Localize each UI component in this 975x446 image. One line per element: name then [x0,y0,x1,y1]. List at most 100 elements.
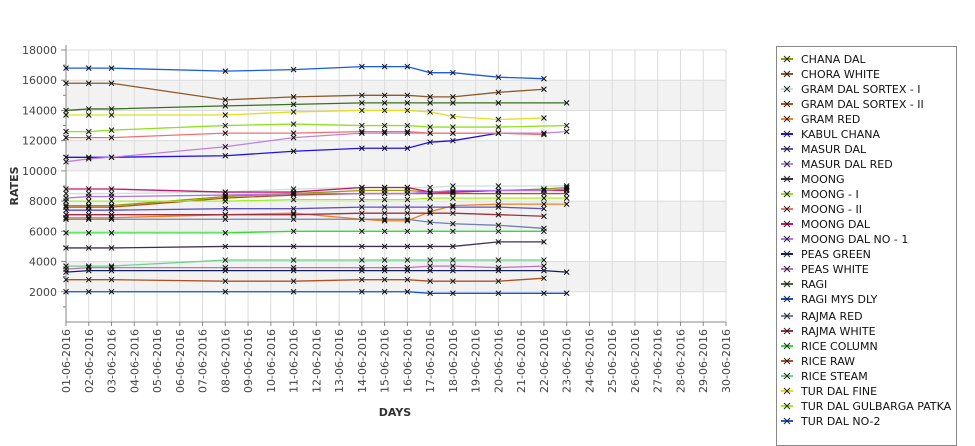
x-marker [359,92,365,99]
data-point [450,220,456,227]
data-point [85,80,92,87]
legend-item[interactable]: MASUR DAL RED [781,157,893,171]
legend-label: RAJMA RED [801,309,863,323]
legend-item[interactable]: RAGI [781,277,827,291]
x-marker [427,109,433,115]
x-marker [359,100,365,106]
x-marker [222,97,229,103]
data-point [495,89,502,96]
x-marker [563,128,570,135]
x-tick-label: 16-06-2016 [401,329,414,393]
x-marker [450,113,456,120]
legend-item[interactable]: MOONG - II [781,202,862,216]
x-marker [450,267,456,274]
legend-item[interactable]: RAGI MYS DLY [781,292,877,306]
x-marker [85,128,92,135]
legend-item[interactable]: MOONG DAL [781,217,870,231]
legend-item[interactable]: TUR DAL GULBARGA PATKA [781,399,951,413]
x-marker [381,276,388,283]
legend-item[interactable]: RAJMA WHITE [781,324,876,338]
data-point [404,145,411,152]
legend-item[interactable]: KABUL CHANA [781,127,880,141]
data-point [450,124,456,130]
x-marker [359,107,365,114]
x-marker [381,228,388,235]
legend-label: MASUR DAL RED [801,157,893,171]
legend-item[interactable]: MOONG DAL NO - 1 [781,232,908,246]
x-marker [290,190,297,197]
x-tick-label: 10-06-2016 [265,329,278,393]
x-marker [222,264,229,271]
x-marker [427,228,433,235]
data-point [450,189,456,195]
x-marker [450,183,456,189]
legend-item[interactable]: CHORA WHITE [781,67,880,81]
legend-item[interactable]: RICE STEAM [781,369,868,383]
x-marker [290,228,297,235]
data-point [404,196,411,203]
x-marker [63,216,69,223]
legend-item[interactable]: TUR DAL NO-2 [781,414,881,428]
x-marker [85,65,92,71]
x-marker [63,134,69,141]
x-marker [404,217,411,224]
legend-label: MASUR DAL [801,142,867,156]
x-tick-label: 05-06-2016 [151,329,164,393]
legend-item[interactable]: PEAS WHITE [781,262,869,276]
x-marker [404,107,411,114]
data-point [450,69,456,76]
legend-item[interactable]: PEAS GREEN [781,247,871,261]
x-marker [222,257,229,263]
legend-item[interactable]: RICE COLUMN [781,339,878,353]
x-marker [85,229,92,236]
legend-item[interactable]: CHANA DAL [781,52,866,66]
data-point [563,122,570,129]
x-marker [108,245,115,251]
x-marker [495,290,502,297]
x-tick-label: 25-06-2016 [606,329,619,393]
data-point [404,257,411,263]
data-point [541,201,547,207]
x-marker [404,122,411,129]
data-point [495,239,502,245]
x-marker [63,229,69,236]
legend-marker-icon [781,417,793,425]
data-point [108,106,115,112]
data-point [108,216,115,223]
x-tick-label: 27-06-2016 [652,329,665,393]
x-marker [359,196,365,203]
data-point [222,288,229,295]
legend-item[interactable]: RAJMA RED [781,309,863,323]
data-point [450,183,456,189]
x-marker [108,216,115,223]
data-point [359,210,365,217]
legend-item[interactable]: MOONG - I [781,187,859,201]
legend-item[interactable]: GRAM DAL SORTEX - II [781,97,924,111]
x-marker [63,211,69,218]
x-marker [381,122,388,129]
x-marker [359,184,365,191]
legend-item[interactable]: RICE RAW [781,354,855,368]
x-marker [222,193,229,200]
x-marker [85,80,92,87]
legend-item[interactable]: MOONG [781,172,845,186]
data-point [359,63,365,70]
legend-item[interactable]: GRAM RED [781,112,860,126]
data-point [290,109,297,115]
data-point [359,276,365,283]
data-point [85,128,92,135]
x-marker [108,127,115,133]
data-point [427,204,433,211]
data-point [222,229,229,236]
legend-marker-icon [781,100,793,108]
x-marker [63,190,69,197]
legend-item[interactable]: GRAM DAL SORTEX - I [781,82,921,96]
legend-item[interactable]: TUR DAL FINE [781,384,877,398]
x-marker [495,74,502,81]
x-marker [404,145,411,152]
data-point [563,201,570,207]
x-tick-label: 23-06-2016 [561,329,574,393]
legend-item[interactable]: MASUR DAL [781,142,866,156]
x-marker [541,86,547,93]
